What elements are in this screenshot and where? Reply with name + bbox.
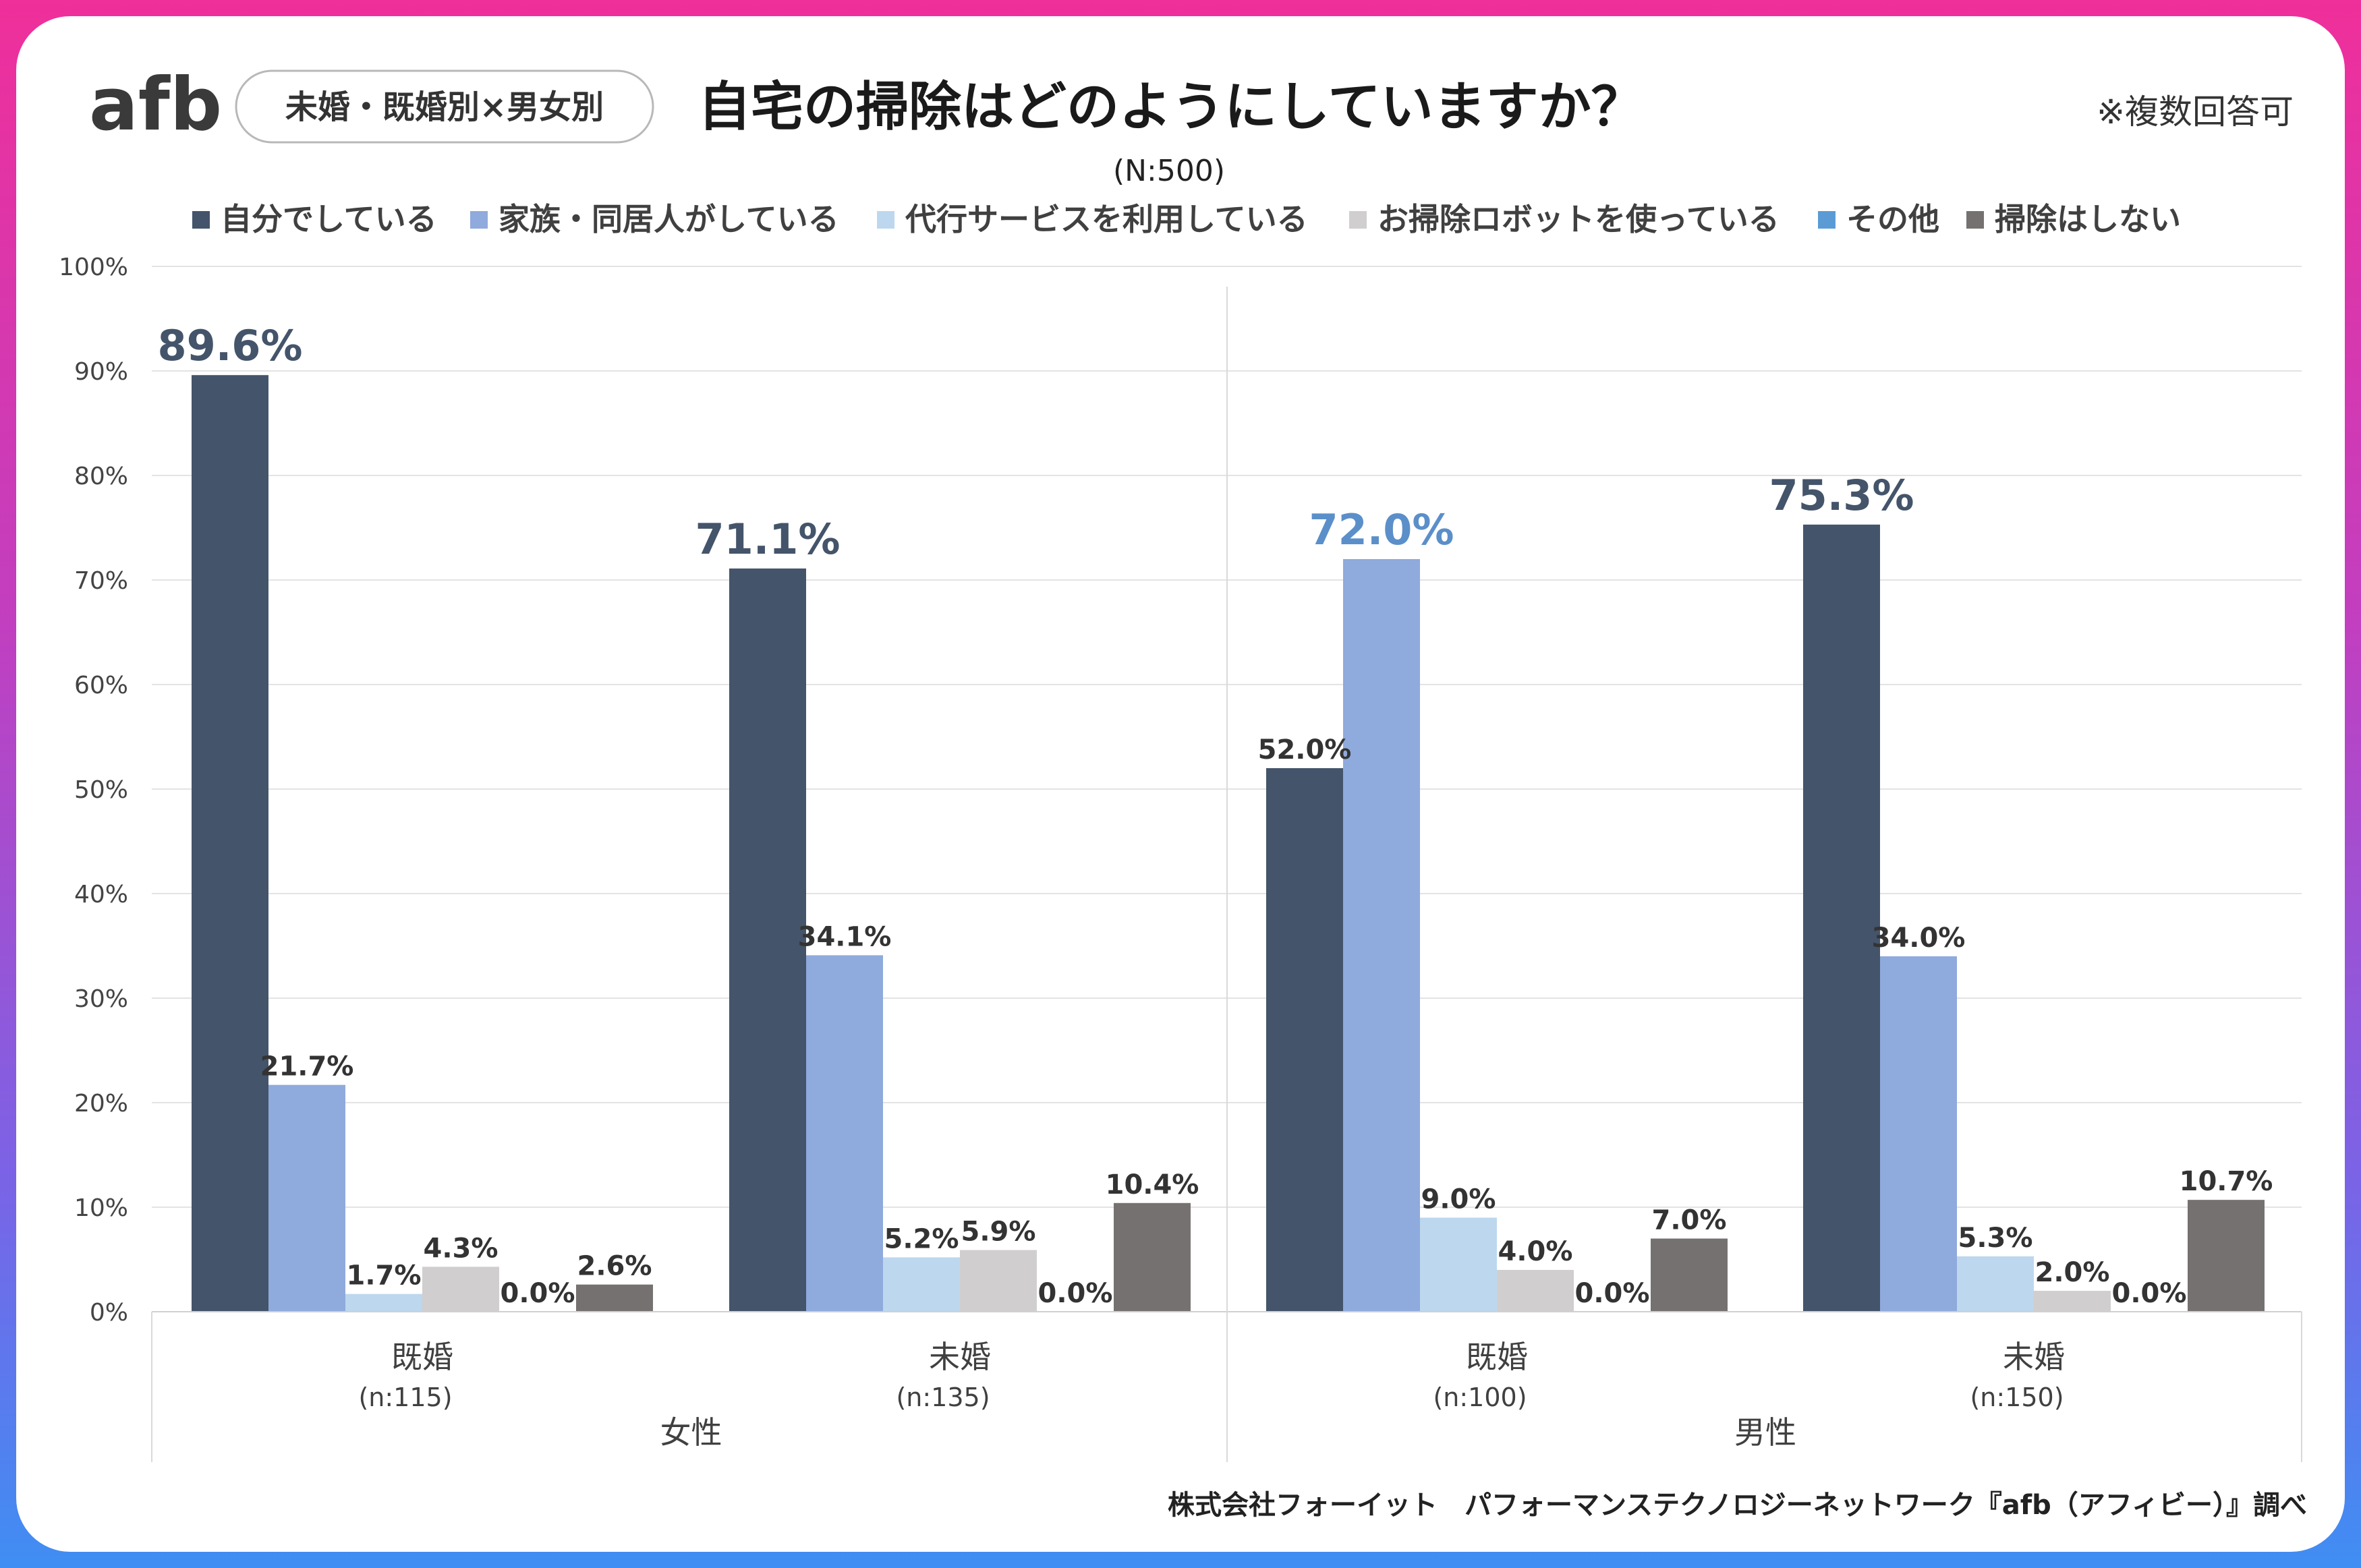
data-label: 2.6%	[577, 1251, 652, 1282]
bar	[576, 1284, 653, 1312]
legend-swatch	[192, 211, 210, 229]
logo-text: afb	[89, 63, 222, 147]
data-label: 5.2%	[884, 1223, 959, 1254]
footer-credit: 株式会社フォーイット パフォーマンステクノロジーネットワーク『afb（アフィビー…	[1168, 1490, 2307, 1521]
bar	[960, 1250, 1037, 1312]
data-label: 4.3%	[424, 1233, 499, 1264]
data-label: 7.0%	[1652, 1205, 1727, 1236]
y-tick-label: 70%	[74, 567, 128, 595]
data-label: 5.3%	[1958, 1223, 2033, 1254]
tag-pill	[235, 69, 654, 144]
data-label: 0.0%	[2112, 1278, 2187, 1309]
bar	[1880, 956, 1957, 1312]
bar	[883, 1257, 960, 1312]
bar	[345, 1294, 422, 1312]
tag-label: 未婚・既婚別×男女別	[285, 88, 604, 126]
group-label: 男性	[1734, 1414, 1796, 1451]
data-label: 5.9%	[961, 1217, 1036, 1248]
y-tick-label: 20%	[74, 1090, 128, 1117]
legend: 自分でしている 家族・同居人がしている 代行サービスを利用している お掃除ロボットを使…	[192, 201, 2181, 237]
data-label: 52.0%	[1258, 734, 1352, 765]
y-tick-label: 100%	[59, 254, 128, 281]
category-label: 既婚	[1466, 1339, 1528, 1375]
data-label: 10.7%	[2180, 1166, 2273, 1197]
bar	[1266, 768, 1343, 1312]
data-label: 0.0%	[501, 1278, 575, 1309]
category-n-label: (n:115)	[358, 1383, 452, 1412]
legend-swatch	[470, 211, 488, 229]
data-label: 1.7%	[347, 1260, 422, 1291]
bar	[2188, 1200, 2265, 1312]
data-label: 21.7%	[260, 1051, 354, 1082]
y-tick-label: 30%	[74, 985, 128, 1013]
bar	[806, 955, 883, 1312]
y-tick-label: 80%	[74, 463, 128, 490]
data-label: 34.0%	[1872, 923, 1966, 954]
data-label: 9.0%	[1421, 1184, 1496, 1215]
data-label: 71.1%	[695, 515, 840, 564]
data-label: 75.3%	[1769, 471, 1914, 520]
data-label: 0.0%	[1575, 1278, 1650, 1309]
bar	[2034, 1291, 2111, 1312]
chart-title: 自宅の掃除はどのようにしていますか？	[698, 77, 1644, 138]
data-label: 72.0%	[1309, 505, 1454, 554]
category-label: 未婚	[2003, 1339, 2065, 1375]
afb-logo: afb	[89, 63, 222, 147]
bar-labels: 89.6%21.7%1.7%4.3%0.0%2.6%71.1%34.1%5.2%…	[157, 321, 2273, 1309]
legend-swatch	[1349, 211, 1367, 229]
category-n-label: (n:135)	[896, 1383, 990, 1412]
category-n-label: (n:150)	[1970, 1383, 2064, 1412]
bar	[1803, 524, 1880, 1312]
category-label: 未婚	[929, 1339, 991, 1375]
bars	[192, 375, 2265, 1312]
bar	[729, 568, 806, 1312]
y-axis: 0% 10% 20% 30% 40% 50% 60% 70% 80% 90% 100%	[59, 254, 128, 1327]
bar	[1497, 1270, 1574, 1312]
legend-label: その他	[1846, 201, 1939, 237]
data-label: 0.0%	[1038, 1278, 1113, 1309]
category-label: 既婚	[391, 1339, 453, 1375]
legend-label: お掃除ロボットを使っている	[1377, 201, 1780, 237]
data-label: 34.1%	[798, 921, 892, 952]
y-tick-label: 40%	[74, 881, 128, 908]
bar	[268, 1084, 345, 1312]
bar	[192, 375, 268, 1312]
bar	[1114, 1202, 1191, 1312]
y-tick-label: 0%	[90, 1299, 128, 1327]
group-label: 女性	[660, 1414, 722, 1451]
data-label: 10.4%	[1106, 1169, 1199, 1200]
legend-swatch	[1966, 211, 1984, 229]
y-tick-label: 60%	[74, 672, 128, 699]
legend-label: 自分でしている	[221, 201, 437, 237]
bar	[1651, 1238, 1728, 1312]
bar	[1343, 559, 1420, 1312]
sample-size: (N:500)	[1113, 154, 1225, 188]
y-tick-label: 10%	[74, 1194, 128, 1222]
bar	[422, 1267, 499, 1312]
legend-swatch	[1818, 211, 1836, 229]
data-label: 4.0%	[1498, 1236, 1573, 1267]
x-axis: 既婚 (n:115) 未婚 (n:135) 女性 既婚 (n:100) 未婚 (n:150) 男性	[151, 287, 2302, 1462]
category-n-label: (n:100)	[1433, 1383, 1527, 1412]
legend-label: 掃除はしない	[1995, 201, 2181, 237]
bar	[1420, 1217, 1497, 1312]
multiple-answers-note: ※複数回答可	[2097, 92, 2294, 132]
bar	[1957, 1256, 2034, 1312]
data-label: 2.0%	[2035, 1257, 2110, 1288]
legend-swatch	[877, 211, 894, 229]
y-tick-label: 90%	[74, 358, 128, 386]
legend-label: 代行サービスを利用している	[905, 201, 1308, 237]
y-tick-label: 50%	[74, 776, 128, 804]
data-label: 89.6%	[157, 321, 302, 370]
legend-label: 家族・同居人がしている	[499, 201, 839, 237]
